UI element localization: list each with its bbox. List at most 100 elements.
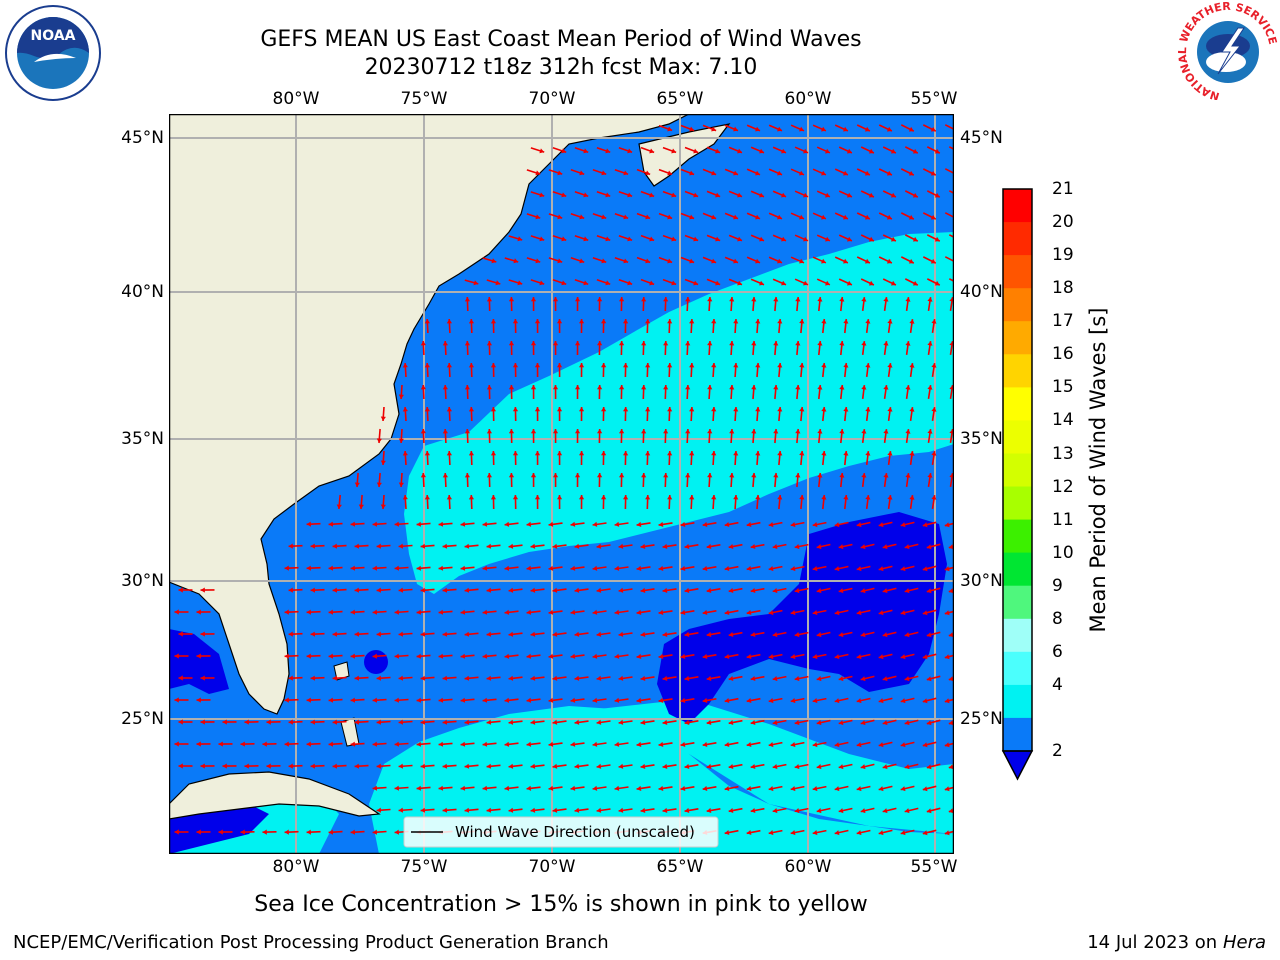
lon-tick: 80°W <box>272 857 320 877</box>
wind-wave-arrowhead <box>548 785 554 791</box>
wind-wave-arrowhead <box>667 170 673 176</box>
wind-wave-arrowhead <box>460 697 466 703</box>
wind-wave-arrowhead <box>464 719 470 725</box>
wind-wave-arrowhead <box>795 429 801 434</box>
wind-wave-arrow <box>948 146 954 151</box>
colorbar-segment <box>1003 618 1032 653</box>
wind-wave-arrowhead <box>755 214 760 220</box>
wind-wave-arrowhead <box>671 280 677 286</box>
wind-wave-arrowhead <box>781 192 786 198</box>
wind-wave-arrowhead <box>812 698 818 704</box>
wind-wave-arrowhead <box>196 697 201 703</box>
wind-wave-arrowhead <box>883 429 889 434</box>
wind-wave-arrowhead <box>579 407 585 412</box>
lat-tick: 40°N <box>960 282 1003 302</box>
colorbar-segment <box>1003 420 1032 454</box>
wind-wave-arrowhead <box>864 258 870 264</box>
wind-wave-arrowhead <box>926 808 932 814</box>
wind-wave-arrowhead <box>755 319 761 324</box>
wind-wave-arrowhead <box>755 126 760 132</box>
wind-wave-arrowhead <box>306 829 311 835</box>
wind-wave-arrowhead <box>795 341 801 346</box>
wind-wave-arrowhead <box>904 764 910 770</box>
footer-host: Hera <box>1222 932 1266 953</box>
wind-wave-arrowhead <box>755 170 760 176</box>
wind-wave-arrowhead <box>900 522 906 528</box>
wind-wave-arrowhead <box>930 126 936 132</box>
wind-wave-arrowhead <box>438 697 444 703</box>
wind-wave-arrowhead <box>799 451 805 456</box>
wind-wave-arrowhead <box>424 363 430 368</box>
lon-tick: 80°W <box>272 89 320 109</box>
wind-wave-arrowhead <box>878 610 884 616</box>
wind-wave-arrowhead <box>663 429 669 434</box>
wind-wave-arrowhead <box>846 148 852 154</box>
wind-wave-arrowhead <box>663 473 669 478</box>
wind-wave-arrowhead <box>579 319 585 324</box>
lon-tick: 60°W <box>784 89 832 109</box>
wind-wave-arrowhead <box>860 808 866 814</box>
wind-wave-arrowhead <box>614 653 620 659</box>
wind-wave-arrowhead <box>790 610 796 616</box>
wind-wave-arrowhead <box>596 675 602 681</box>
wind-wave-arrowhead <box>680 653 686 659</box>
wind-wave-arrowhead <box>751 341 757 346</box>
wind-wave-arrowhead <box>530 807 536 813</box>
wind-wave-arrowhead <box>446 363 452 368</box>
wind-wave-arrowhead <box>868 148 874 154</box>
wind-wave-arrowhead <box>636 653 642 659</box>
wind-wave-arrowhead <box>200 763 205 769</box>
wind-wave-arrowhead <box>689 258 695 264</box>
wind-wave-arrowhead <box>372 829 377 835</box>
wind-wave-arrowhead <box>645 258 651 264</box>
wind-wave-arrowhead <box>486 719 492 725</box>
wind-wave-arrowhead <box>557 319 563 324</box>
wind-wave-arrowhead <box>834 698 840 704</box>
wind-wave-arrowhead <box>645 451 651 456</box>
wind-wave-arrow <box>944 256 954 263</box>
wind-wave-arrowhead <box>306 565 311 571</box>
footer-credit: NCEP/EMC/Verification Post Processing Pr… <box>13 932 609 953</box>
wind-wave-arrowhead <box>702 609 708 615</box>
wind-wave-arrowhead <box>860 544 866 550</box>
wind-wave-arrowhead <box>579 214 585 220</box>
wind-wave-arrowhead <box>490 495 496 500</box>
wind-wave-arrowhead <box>724 698 730 703</box>
colorbar-tick: 13 <box>1052 443 1074 464</box>
wind-wave-arrowhead <box>262 829 267 835</box>
wind-wave-arrowhead <box>728 808 734 813</box>
wind-wave-arrowhead <box>746 698 752 703</box>
wind-wave-arrowhead <box>575 429 581 434</box>
footer-date: 14 Jul 2023 on Hera <box>1087 932 1266 953</box>
lat-tick: 25°N <box>960 709 1003 729</box>
wind-wave-arrowhead <box>843 170 848 176</box>
wind-wave-arrowhead <box>517 236 523 242</box>
wind-wave-arrowhead <box>812 654 818 660</box>
wind-wave-arrowhead <box>464 763 470 769</box>
wind-wave-arrowhead <box>904 588 910 594</box>
wind-wave-arrowhead <box>821 407 827 412</box>
wind-wave-arrowhead <box>843 319 849 324</box>
wind-wave-arrowhead <box>772 632 778 638</box>
wind-wave-arrowhead <box>706 675 712 681</box>
wind-wave-arrowhead <box>904 544 910 550</box>
wind-wave-arrowhead <box>746 742 752 747</box>
contour-under-2s-spot <box>364 650 388 674</box>
wind-wave-arrowhead <box>794 676 800 682</box>
wind-wave-arrowhead <box>667 407 673 412</box>
wind-wave-arrowhead <box>930 214 936 220</box>
wind-wave-arrowhead <box>535 214 541 220</box>
wind-wave-arrowhead <box>908 170 914 176</box>
wind-wave-arrowhead <box>442 587 448 593</box>
wind-wave-arrowhead <box>843 214 848 220</box>
wind-wave-arrowhead <box>865 451 871 456</box>
wind-wave-arrowhead <box>332 675 337 681</box>
wind-wave-arrowhead <box>729 297 735 302</box>
wind-wave-arrowhead <box>504 653 510 659</box>
wind-wave-arrowhead <box>658 785 664 791</box>
wind-wave-arrowhead <box>350 565 355 571</box>
wind-wave-arrowhead <box>772 588 778 594</box>
wind-wave-arrowhead <box>759 236 764 242</box>
wind-wave-arrowhead <box>641 297 647 302</box>
wind-wave-arrowhead <box>825 280 830 286</box>
